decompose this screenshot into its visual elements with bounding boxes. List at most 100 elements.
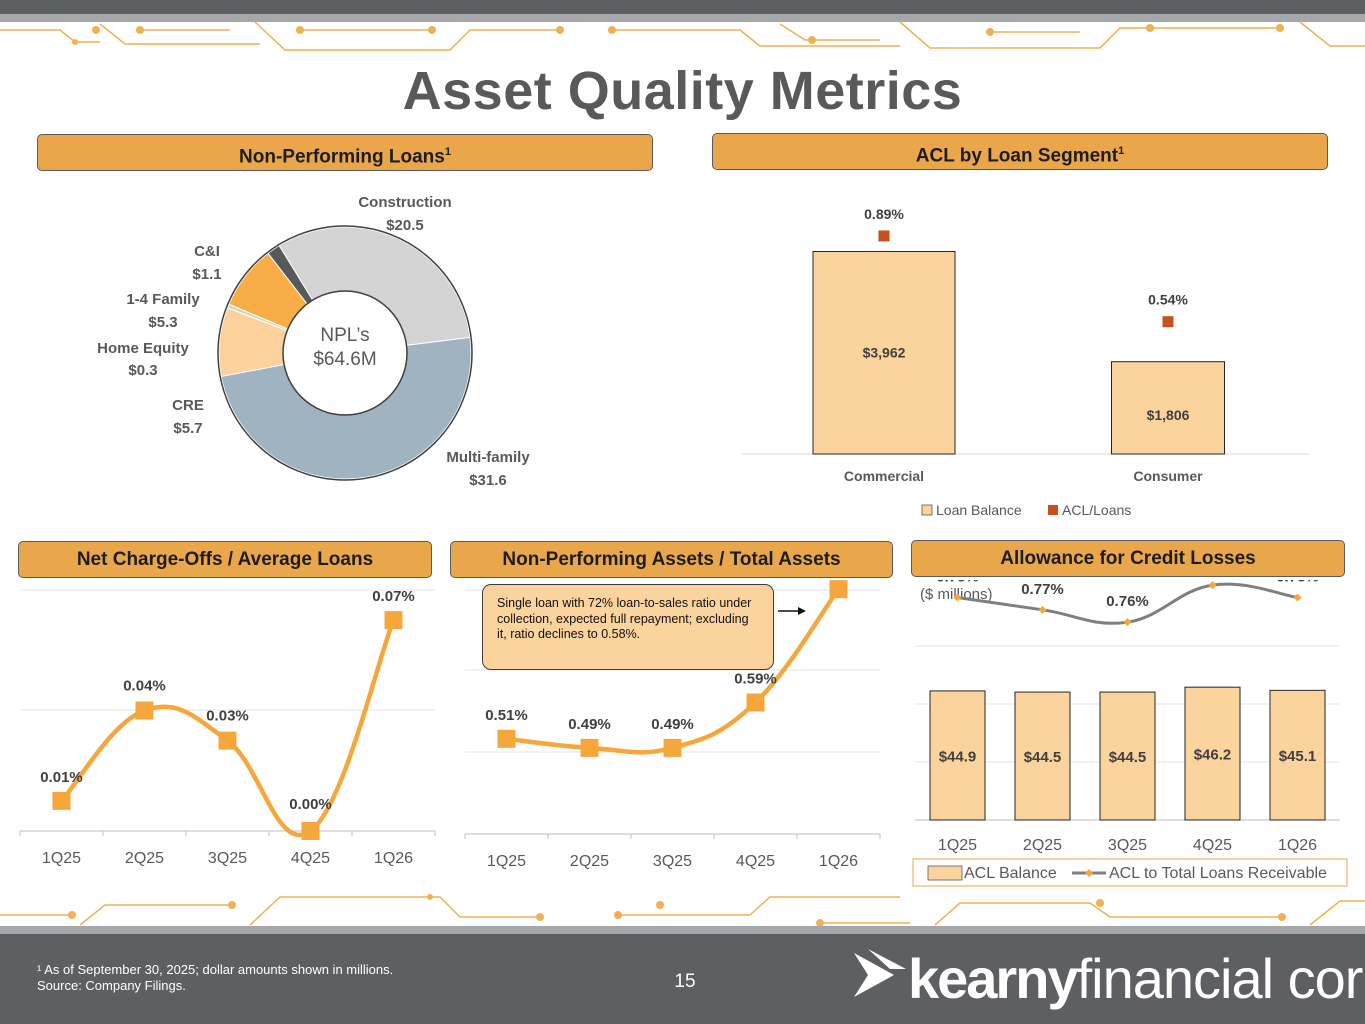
footer-accent [0,926,1365,934]
legend-swatch-acl-balance [927,865,963,881]
nco-value-label-2q25: 0.04% [123,678,166,695]
nco-value-label-3q25: 0.03% [206,708,249,725]
allowance-legend-box [912,858,1348,887]
npa-value-label-4q25: 0.59% [734,671,777,688]
page-title: Asset Quality Metrics [402,61,963,121]
npl-slices [217,225,473,481]
npa-point-2q25 [580,738,599,757]
nco-category-3q25: 3Q25 [208,850,247,867]
legend-label-acl-loans: ACL/Loans [1062,502,1131,518]
acl-segment-chart: $3,962 $1,806 0.89% 0.54% Commercial Consum… [742,206,1309,518]
legend-label-acl-ratio: ACL to Total Loans Receivable [1109,865,1327,882]
allowance-ratio-point-2q25 [1038,605,1047,614]
nco-point-4q25 [301,822,320,840]
allowance-category-1q25: 1Q25 [938,837,977,854]
acl-segment-bar-label-commercial: $3,962 [863,345,906,361]
allowance-category-2q25: 2Q25 [1023,837,1062,854]
nco-header: Net Charge-Offs / Average Loans [18,541,432,578]
npa-header: Non-Performing Assets / Total Assets [450,541,893,578]
allowance-ratio-point-4q25 [1208,581,1217,590]
allowance-category-4q25: 4Q25 [1193,837,1232,854]
npl-label-cre-name: CRE [172,397,204,414]
allowance-bar-3q25 [1099,691,1156,821]
nco-value-label-1q25: 0.01% [40,769,83,786]
acl-loans-label-commercial: 0.89% [864,206,904,222]
npl-label-cre-value: $5.7 [173,420,202,437]
npl-label-14family-value: $5.3 [148,314,177,331]
acl-loans-marker-consumer [1162,316,1174,328]
allowance-marks: $44.9 1Q25 $44.5 2Q25 $44.5 3Q25 $46.2 4Q25 $45.… [929,580,1326,854]
npl-label-ci-value: $1.1 [192,266,221,283]
allowance-bar-label-2q25: $44.5 [1024,749,1062,766]
circuit-decoration-top [0,21,1365,51]
nco-line-chart: 0.01% 1Q25 0.04% 2Q25 0.03% 3Q25 0.00% 4Q25 0.07… [19,588,436,867]
nco-category-1q26: 1Q26 [374,850,413,867]
allowance-bar-label-1q26: $45.1 [1279,748,1317,765]
nco-value-label-4q25: 0.00% [289,796,332,813]
footer-bar [0,934,1365,1024]
allowance-bar-1q25 [929,690,986,821]
npa-marks: 0.51%1Q250.49%2Q250.49%3Q250.59%4Q250.84… [485,580,858,870]
allowance-category-3q25: 3Q25 [1108,837,1147,854]
npl-inner-ring [282,290,408,416]
top-bar [0,0,1365,14]
allowance-ratio-label-2q25: 0.77% [1021,581,1064,598]
npa-note-box: Single loan with 72% loan-to-sales ratio… [482,584,774,670]
legend-marker-acl-ratio [1085,869,1093,877]
npa-point-4q25 [746,693,765,712]
allowance-ratio-point-1q25 [953,593,962,602]
allowance-bar-2q25 [1014,691,1071,821]
acl-segment-header: ACL by Loan Segment1 [712,133,1328,170]
npl-label-home-equity-name: Home Equity [97,340,189,357]
npl-center-label-1: NPL’s [320,325,369,346]
allowance-bar-label-4q25: $46.2 [1194,747,1232,764]
acl-segment-header-text: ACL by Loan Segment [915,145,1119,167]
acl-segment-category-commercial: Commercial [844,468,924,484]
kearny-logo-wordmark: kearnyfinancial corp. [908,946,1365,1011]
npa-category-3q25: 3Q25 [653,853,692,870]
nco-ticks [19,831,436,836]
npl-label-ci-name: C&I [194,243,220,260]
allowance-ratio-label-3q25: 0.76% [1106,593,1149,610]
npa-value-label-2q25: 0.49% [568,716,611,733]
npl-label-multifamily-name: Multi-family [446,449,530,466]
nco-point-3q25 [218,731,237,750]
nco-category-4q25: 4Q25 [291,850,330,867]
legend-label-acl-balance: ACL Balance [964,865,1057,882]
npa-value-label-3q25: 0.49% [651,716,694,733]
footnote-line-2: Source: Company Filings. [37,978,186,993]
npa-note-arrow [778,607,806,615]
acl-loans-label-consumer: 0.54% [1148,292,1188,308]
acl-segment-bar-label-consumer: $1,806 [1147,407,1190,423]
npa-category-1q25: 1Q25 [487,853,526,870]
npl-label-construction-value: $20.5 [386,217,424,234]
npa-line-chart: 0.51%1Q250.49%2Q250.49%3Q250.59%4Q250.84… [464,580,881,870]
npl-center-label-2: $64.6M [313,349,376,370]
npl-donut-chart: NPL’s $64.6M Construction $20.5 Multi-fa… [97,194,530,489]
allowance-ratio-point-1q26 [1293,593,1302,602]
allowance-header: Allowance for Credit Losses [911,540,1345,577]
legend-label-loan-balance: Loan Balance [936,502,1022,518]
npa-ticks [464,834,881,839]
top-bar-accent [0,14,1365,22]
nco-point-1q26 [384,611,403,630]
allowance-bar-label-1q25: $44.9 [939,748,977,765]
npa-point-1q25 [497,729,516,748]
npl-label-multifamily-value: $31.6 [469,472,507,489]
allowance-bar-4q25 [1184,686,1241,821]
nco-value-label-1q26: 0.07% [372,588,415,605]
allowance-bar-1q26 [1269,689,1326,821]
nco-point-2q25 [135,701,154,720]
allowance-bar-label-3q25: $44.5 [1109,749,1147,766]
allowance-ratio-label-1q26: 0.78% [1276,580,1319,585]
acl-segment-category-consumer: Consumer [1133,468,1203,484]
acl-segment-bar-consumer [1111,361,1225,455]
npl-label-home-equity-value: $0.3 [128,362,157,379]
acl-segment-bars: $3,962 $1,806 0.89% 0.54% [812,206,1225,455]
page-number: 15 [674,971,696,992]
npl-header: Non-Performing Loans1 [37,134,653,171]
npa-value-label-1q25: 0.51% [485,707,528,724]
nco-category-1q25: 1Q25 [42,850,81,867]
allowance-category-1q26: 1Q26 [1278,837,1317,854]
npl-header-sup: 1 [444,146,451,158]
